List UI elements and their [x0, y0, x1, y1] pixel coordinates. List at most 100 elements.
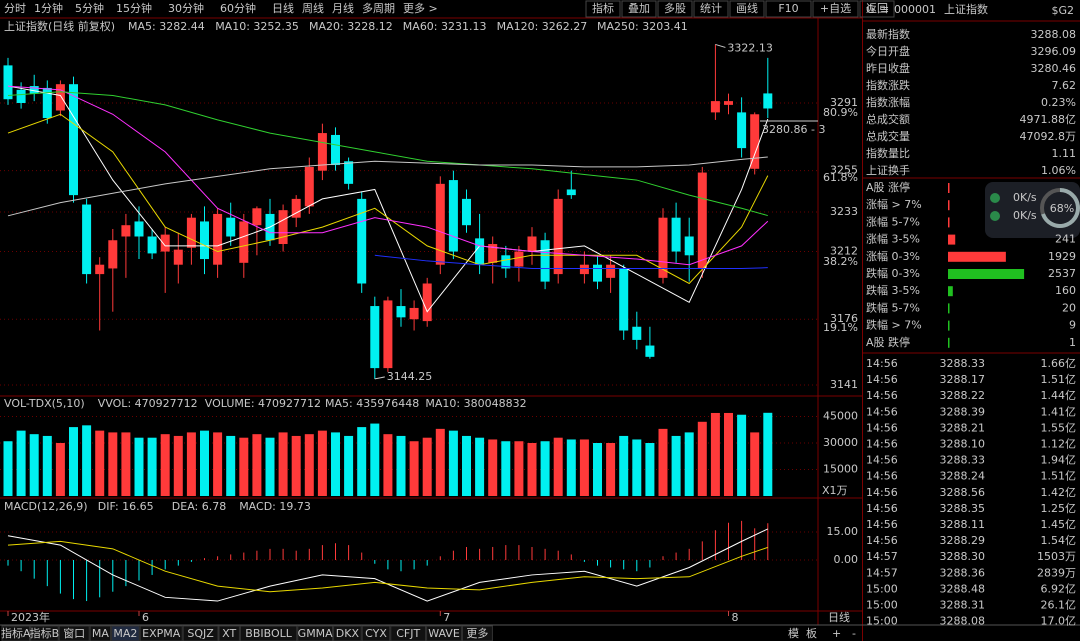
tick-price: 3288.22 [940, 389, 986, 402]
toolbar-button[interactable] [812, 0, 859, 18]
volume-bar [527, 443, 537, 496]
toolbar-button-label[interactable]: 指标 [592, 1, 614, 15]
bottom-tab-label[interactable]: EXPMA [142, 627, 181, 640]
toolbar-button[interactable] [621, 0, 657, 18]
toolbar-button-label[interactable]: F10 [778, 2, 798, 15]
legend-entry: MA20: 3228.12 [309, 20, 393, 33]
bottom-tab-label[interactable]: MA2 [113, 627, 137, 640]
bottom-tab[interactable] [297, 625, 334, 641]
legend-entry: VOLUME: 470927712 [205, 397, 321, 410]
bottom-tab[interactable] [333, 625, 362, 641]
bottom-tab-label[interactable]: CFJT [396, 627, 420, 640]
bottom-tab[interactable] [58, 625, 90, 641]
toolbar-tab[interactable]: 15分钟 [116, 1, 152, 15]
bottom-tab[interactable] [89, 625, 112, 641]
volume-bar [396, 435, 406, 496]
y-tick-label: 45000 [823, 410, 858, 423]
bottom-tab[interactable] [182, 625, 219, 641]
volume-bar [82, 425, 92, 496]
bottom-tab[interactable] [461, 625, 493, 641]
toolbar-tab[interactable]: 1分钟 [34, 1, 63, 15]
tick-time: 14:56 [866, 438, 898, 451]
bottom-control[interactable]: + [832, 627, 841, 640]
toolbar-button[interactable] [657, 0, 693, 18]
dist-bar [948, 251, 1006, 262]
toolbar-tab[interactable]: 多周期 [362, 1, 395, 15]
bottom-tab[interactable] [239, 625, 298, 641]
bottom-tab[interactable] [139, 625, 183, 641]
candle-body [593, 264, 602, 282]
bottom-tab-label[interactable]: 指标B [30, 626, 60, 640]
volume-bar [121, 432, 131, 496]
candle-body [475, 238, 485, 265]
volume-bar [501, 441, 511, 496]
y-tick-label: 3255 [830, 164, 858, 177]
bottom-tab-label[interactable]: MA [92, 627, 109, 640]
candle-body [566, 189, 576, 196]
toolbar-tab[interactable]: 月线 [332, 1, 354, 15]
widget-rate[interactable]: 0K/s [1013, 191, 1037, 204]
bottom-control[interactable]: - [852, 627, 856, 640]
toolbar-button-label[interactable]: +自选 [820, 2, 851, 15]
volume-bar [16, 430, 26, 496]
low-label: 3144.25 [387, 370, 433, 383]
bottom-tab-label[interactable]: BBIBOLL [245, 627, 292, 640]
dist-label: A股 涨停 [866, 180, 910, 194]
tick-volume: 1.12亿 [1041, 438, 1077, 451]
bottom-tab-label[interactable]: 更多 [466, 626, 488, 640]
toolbar-tab[interactable]: 60分钟 [220, 1, 256, 15]
toolbar-tab[interactable]: 30分钟 [168, 1, 204, 15]
bottom-tab-label[interactable]: 窗口 [63, 626, 85, 640]
bottom-tab-label[interactable]: CYX [365, 627, 387, 640]
toolbar-button[interactable] [765, 0, 812, 18]
tick-price: 3288.35 [940, 502, 986, 515]
toolbar-button-label[interactable]: 画线 [736, 1, 758, 15]
ma-line [7, 156, 768, 217]
toolbar-button-label[interactable]: 返回 [866, 2, 888, 15]
toolbar-button[interactable] [729, 0, 765, 18]
tick-price: 3288.11 [940, 518, 986, 531]
bottom-tab-label[interactable]: GMMA [298, 627, 334, 640]
bottom-control[interactable]: 模 [788, 627, 799, 640]
bottom-tab[interactable] [30, 625, 59, 641]
toolbar-tab[interactable]: 更多 > [403, 1, 438, 15]
bottom-tab[interactable] [390, 625, 427, 641]
widget-rate[interactable]: 0K/s [1013, 209, 1037, 222]
bottom-tab[interactable] [111, 625, 140, 641]
toolbar-button-label[interactable]: 叠加 [628, 2, 650, 15]
candle-body [710, 101, 720, 113]
toolbar-tab[interactable]: 周线 [302, 1, 324, 15]
toolbar-button-label[interactable]: 多股 [664, 1, 686, 15]
toolbar-button[interactable] [693, 0, 729, 18]
toolbar-tab[interactable]: 5分钟 [75, 1, 104, 15]
bottom-tab[interactable] [218, 625, 240, 641]
volume-bar [331, 432, 340, 496]
bottom-tab[interactable] [361, 625, 391, 641]
volume-bar [462, 435, 471, 496]
bottom-tab-label[interactable]: 指标A [1, 626, 31, 640]
tick-time: 14:56 [866, 357, 898, 370]
toolbar-button[interactable] [859, 0, 895, 18]
bottom-tab[interactable] [1, 625, 31, 641]
bottom-tab-label[interactable]: SQJZ [187, 627, 214, 640]
volume-bar [514, 441, 524, 496]
volume-bar [448, 430, 458, 496]
stat-value: 3296.09 [1031, 45, 1077, 58]
widget-pct[interactable]: 68% [1050, 202, 1074, 215]
tick-time: 14:56 [866, 486, 898, 499]
toolbar-button-label[interactable]: 统计 [700, 2, 722, 15]
tick-price: 3288.33 [940, 357, 986, 370]
bottom-tab-label[interactable]: DKX [336, 627, 360, 640]
volume-bar [540, 441, 550, 496]
toolbar-button[interactable] [585, 0, 621, 18]
dist-bar [948, 320, 950, 331]
tick-time: 15:00 [866, 599, 898, 612]
stat-value: 1.06% [1041, 164, 1076, 177]
bottom-tab-label[interactable]: WAVE [428, 627, 460, 640]
bottom-control[interactable]: 板 [806, 626, 817, 640]
toolbar-tab[interactable]: 日线 [272, 1, 294, 15]
bottom-tab[interactable] [426, 625, 462, 641]
unit-label: X1万 [822, 484, 848, 497]
toolbar-tab[interactable]: 分时 [4, 2, 26, 15]
bottom-tab-label[interactable]: XT [222, 627, 236, 640]
